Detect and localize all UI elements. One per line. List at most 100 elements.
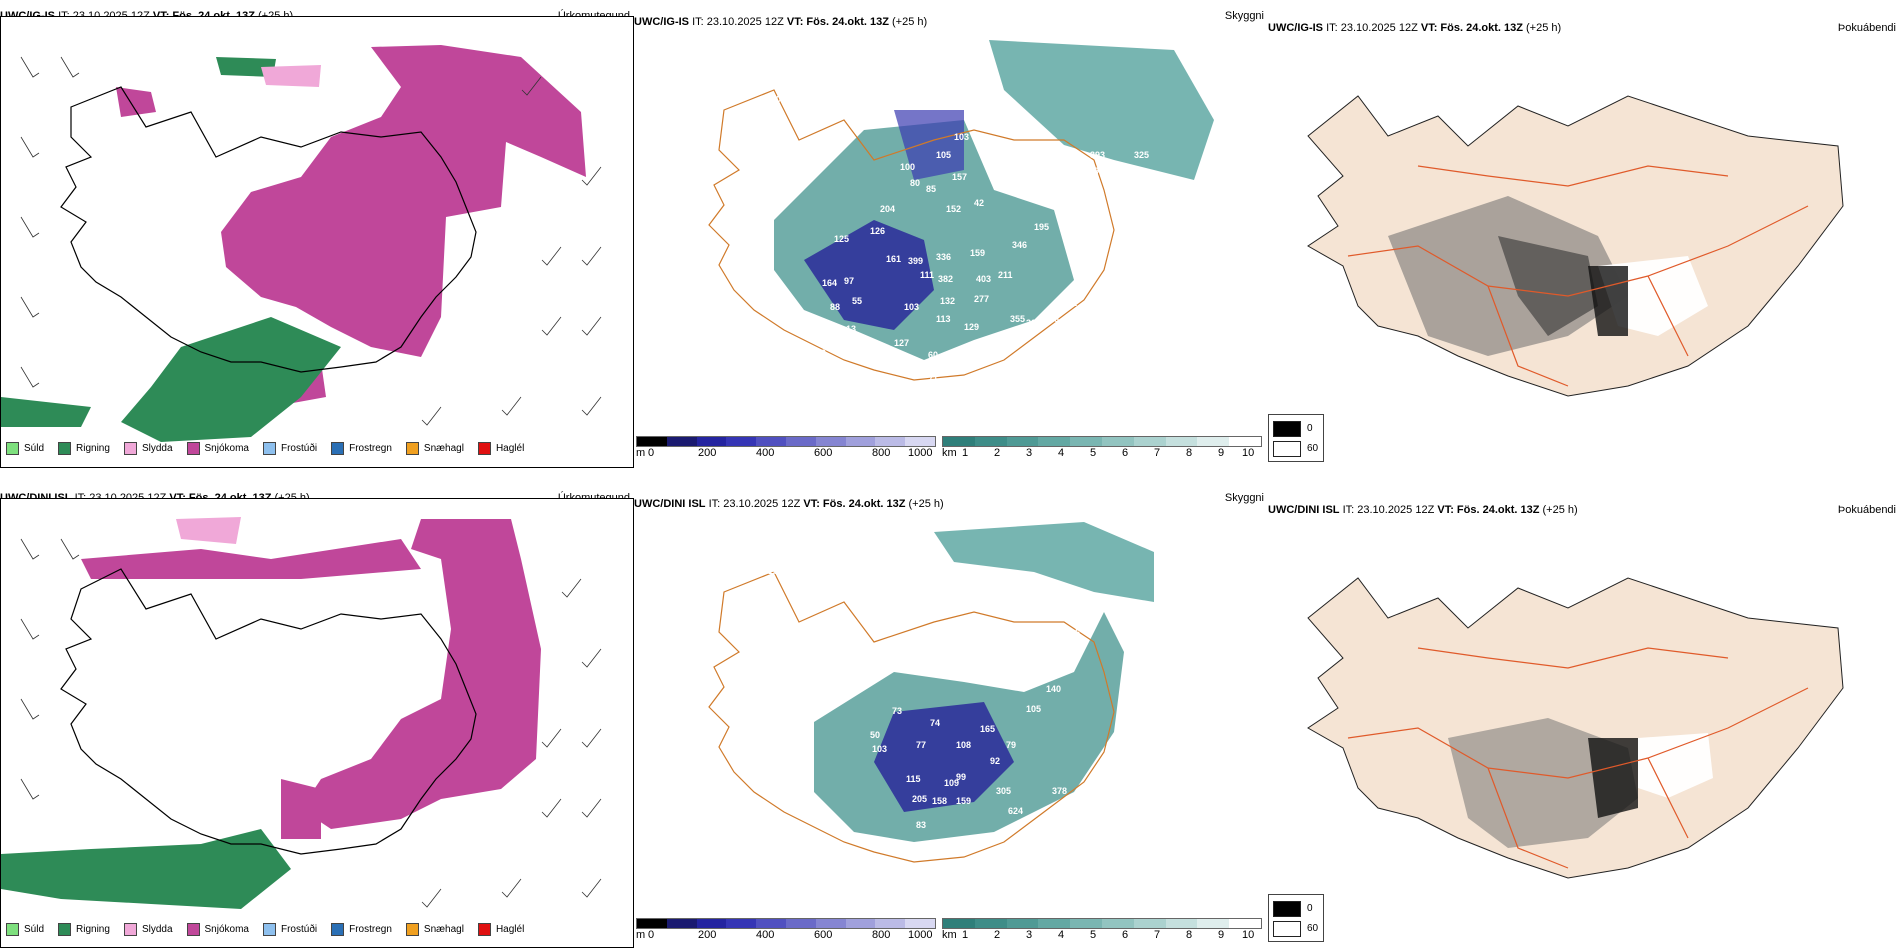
svg-text:88: 88: [830, 302, 840, 312]
svg-text:43: 43: [744, 552, 754, 562]
fog-legend-low: 60: [1307, 923, 1319, 934]
panel-title: Skyggni: [1224, 10, 1264, 22]
legend-item: Slydda: [123, 442, 173, 455]
fog-panel-bottom: UWC/DINI ISL IT: 23.10.2025 12Z VT: Fös.…: [1268, 490, 1900, 948]
legend-label: Haglél: [495, 924, 525, 935]
legend-label: Slydda: [141, 924, 173, 935]
svg-text:48: 48: [782, 150, 792, 160]
svg-text:158: 158: [932, 796, 947, 806]
svg-text:71: 71: [928, 374, 938, 384]
model-name: UWC/IG-IS: [634, 16, 689, 28]
svg-text:82: 82: [900, 840, 910, 850]
fog-header-top: UWC/IG-IS IT: 23.10.2025 12Z VT: Fös. 24…: [1268, 20, 1900, 36]
snow-area: [301, 519, 541, 829]
svg-text:355: 355: [1010, 314, 1025, 324]
svg-text:99: 99: [956, 772, 966, 782]
ceiling-colorbar-strip: [636, 436, 936, 447]
rain-area: [121, 317, 341, 442]
svg-text:97: 97: [844, 276, 854, 286]
svg-text:157: 157: [920, 390, 935, 400]
svg-text:822: 822: [1140, 744, 1155, 754]
colorbar-tick: 200: [698, 447, 717, 459]
valid-time: VT: Fös. 24.okt. 13Z: [803, 498, 906, 510]
legend-label: Súld: [24, 924, 45, 935]
svg-text:33: 33: [950, 386, 960, 396]
svg-text:129: 129: [964, 322, 979, 332]
legend-item: Rigning: [58, 923, 110, 936]
legend-item: Snæhagl: [405, 923, 464, 936]
low-ceiling-area: [874, 702, 1014, 812]
svg-text:60: 60: [928, 350, 938, 360]
fog-dark-area: [1498, 236, 1598, 336]
legend-swatch: [477, 442, 491, 455]
colorbar-tick: 800: [872, 929, 891, 941]
legend-label: Frostúði: [280, 924, 318, 935]
fog-legend-low: 60: [1307, 443, 1319, 454]
snow-area-nw: [116, 87, 156, 117]
visibility-colorbar-top: km 1 2 3 4 5 6 7 8 9 10: [942, 436, 1262, 461]
legend-swatch: [186, 442, 200, 455]
svg-text:152: 152: [946, 204, 961, 214]
colorbar-tick: 9: [1218, 447, 1225, 459]
valid-time: VT: Fös. 24.okt. 13Z: [786, 16, 889, 28]
svg-text:105: 105: [936, 150, 951, 160]
precip-map-top: [0, 16, 634, 468]
iceland-outline: [60, 568, 477, 855]
legend-label: Slydda: [141, 443, 173, 454]
colorbar-unit: m: [636, 447, 646, 459]
colorbar-tick: 5: [1090, 447, 1097, 459]
legend-item: Frostúði: [262, 442, 317, 455]
svg-text:505: 505: [1120, 726, 1135, 736]
precip-map-bottom: [0, 498, 634, 948]
svg-text:325: 325: [1134, 150, 1149, 160]
precip-panel-top: UWC/IG-IS IT: 23.10.2025 12Z VT: Fös. 24…: [0, 8, 634, 468]
svg-text:403: 403: [976, 274, 991, 284]
svg-text:127: 127: [894, 338, 909, 348]
snow-area-s: [281, 779, 321, 839]
svg-text:161: 161: [886, 254, 901, 264]
legend-item: Frostregn: [331, 442, 392, 455]
svg-text:382: 382: [938, 274, 953, 284]
ceiling-colorbar-top: m 0 200 400 600 800 1000: [636, 436, 936, 461]
legend-label: Rigning: [76, 443, 110, 454]
svg-text:251: 251: [1062, 298, 1077, 308]
legend-swatch: [6, 923, 19, 936]
iceland-landmass: [1307, 577, 1844, 879]
lead-time: (+25 h): [1526, 22, 1562, 34]
svg-text:140: 140: [1046, 684, 1061, 694]
svg-text:168: 168: [952, 566, 967, 576]
precip-map-svg-bottom: [1, 517, 602, 909]
rain-area-sw: [1, 397, 91, 427]
svg-text:125: 125: [834, 234, 849, 244]
svg-text:103: 103: [954, 132, 969, 142]
fog-legend-high-swatch: [1273, 421, 1301, 437]
legend-label: Frostregn: [349, 924, 392, 935]
lead-time: (+25 h): [908, 498, 944, 510]
legend-label: Snæhagl: [423, 924, 464, 935]
svg-text:128: 128: [920, 864, 935, 874]
svg-text:201: 201: [1054, 328, 1069, 338]
model-name: UWC/DINI ISL: [634, 498, 706, 510]
colorbar-tick: 1: [962, 447, 969, 459]
svg-text:55: 55: [852, 296, 862, 306]
svg-text:132: 132: [932, 844, 947, 854]
fog-map-svg-top: [1307, 95, 1844, 397]
svg-text:267: 267: [1060, 186, 1075, 196]
fog-white-area: [1638, 733, 1713, 798]
ceiling-colorbar-bottom: m 0 200 400 600 800 1000: [636, 918, 936, 943]
legend-swatch: [405, 923, 419, 936]
fog-map-svg-bottom: [1307, 577, 1844, 879]
svg-text:195: 195: [1034, 222, 1049, 232]
legend-swatch: [262, 442, 276, 455]
legend-swatch: [123, 923, 137, 936]
svg-text:130: 130: [866, 344, 881, 354]
legend-item: Snjókoma: [186, 442, 249, 455]
svg-text:306: 306: [1044, 314, 1059, 324]
model-name: UWC/IG-IS: [1268, 22, 1323, 34]
svg-text:307: 307: [1026, 318, 1041, 328]
fog-panel-top: UWC/IG-IS IT: 23.10.2025 12Z VT: Fös. 24…: [1268, 8, 1900, 466]
legend-swatch: [123, 442, 137, 455]
fog-header-bottom: UWC/DINI ISL IT: 23.10.2025 12Z VT: Fös.…: [1268, 502, 1900, 518]
legend-swatch: [331, 442, 345, 455]
